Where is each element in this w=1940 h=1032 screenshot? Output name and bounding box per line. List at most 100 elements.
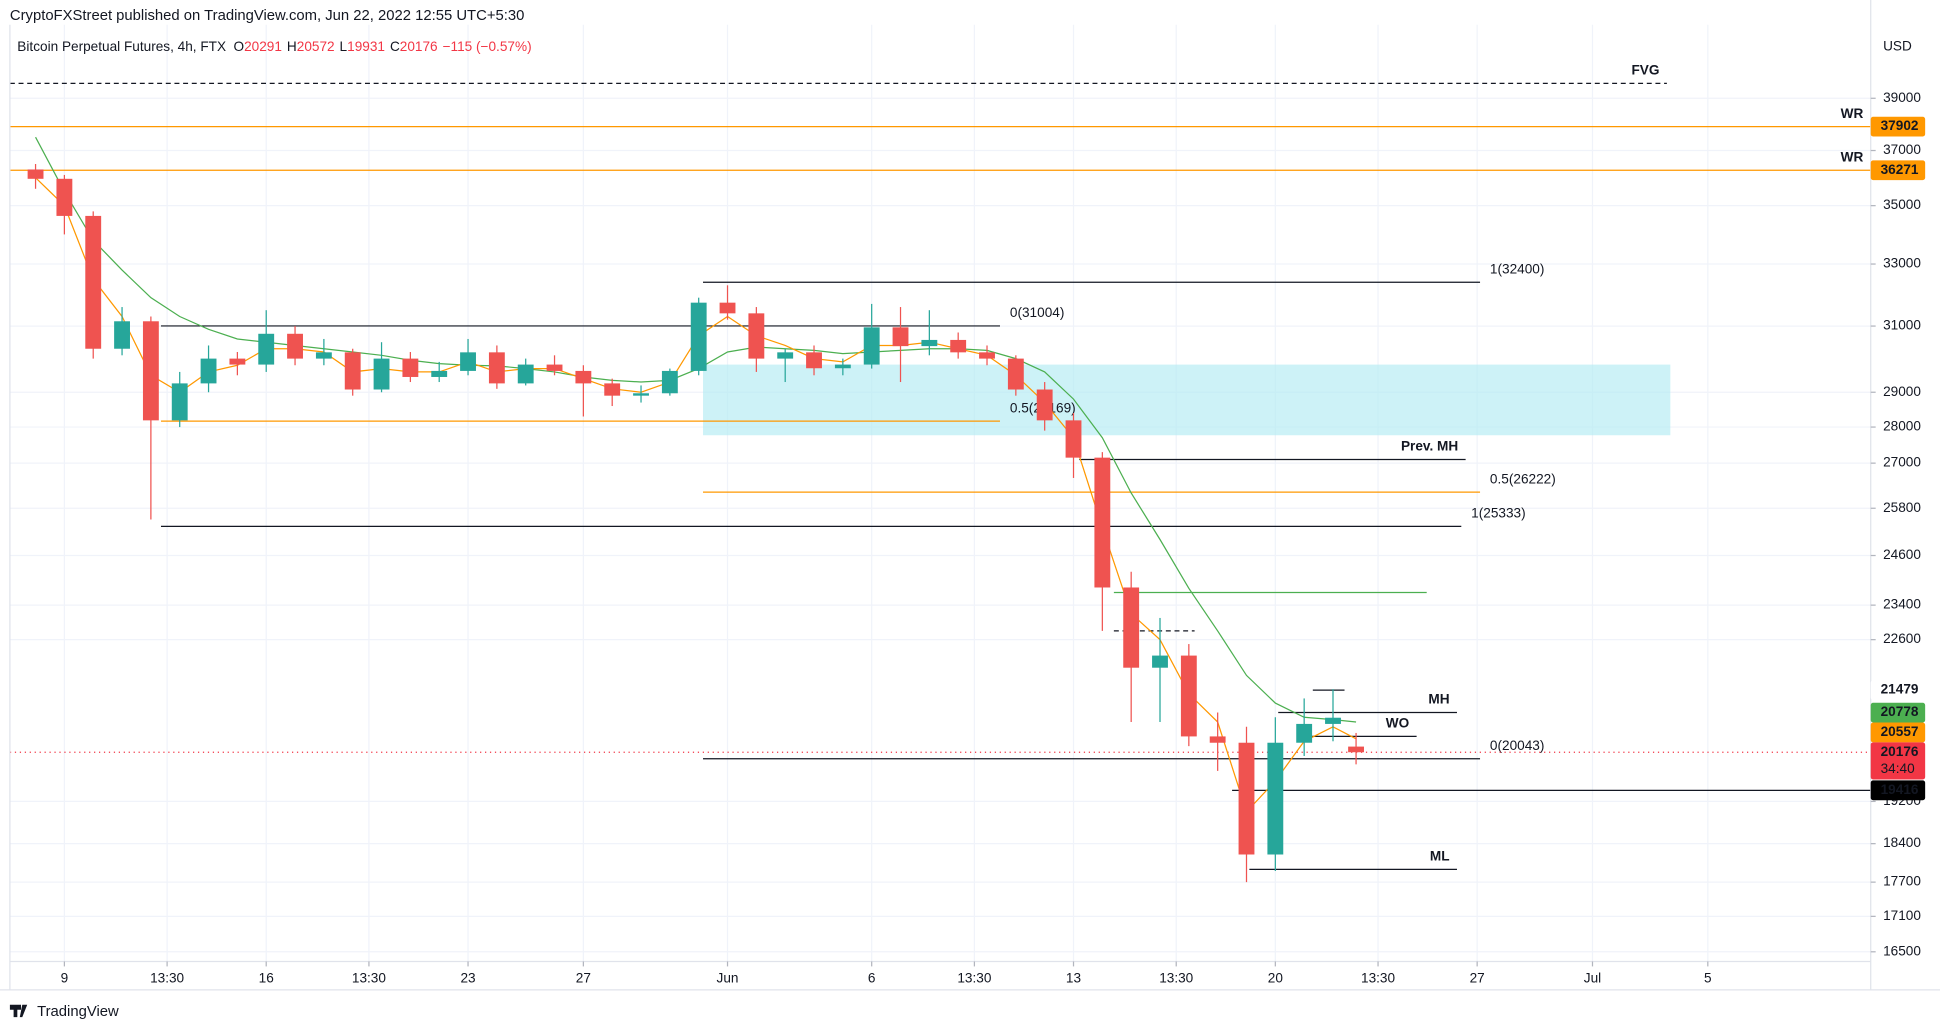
price-tag [1870,722,1926,743]
symbol-row: Bitcoin Perpetual Futures, 4h, FTX O20291… [17,39,531,54]
candle-body [517,364,534,384]
publisher: CryptoFXStreet published on TradingView.… [10,8,524,24]
level-label: 1(32400) [1490,261,1544,276]
x-tick-label: 13:30 [1159,970,1193,985]
candle-body [114,321,130,349]
candle-body [315,352,332,359]
x-tick-label: 27 [576,970,591,985]
candle-body [142,321,159,421]
candle-body [344,352,361,390]
level-label: WR [1841,106,1864,121]
candle-body [748,313,765,359]
price-tag [1870,116,1926,137]
candle-body [863,327,880,365]
candle-body [777,352,794,359]
candle-body [719,302,736,314]
candle-body [1152,655,1168,668]
y-tick-label: 27000 [1883,455,1921,470]
symbol: Bitcoin Perpetual Futures, 4h, FTX [17,39,226,54]
candle-body [1007,358,1024,390]
candle-body [921,339,938,347]
level-label: 0(20043) [1490,738,1544,753]
y-tick-label: 33000 [1883,256,1921,271]
x-tick-label: 23 [460,970,475,985]
level-label: ML [1430,849,1450,864]
level-label: 0.5(26222) [1490,471,1556,486]
level-label: 0(31004) [1010,305,1064,320]
candle-body [1036,389,1053,421]
currency: USD [1883,39,1912,54]
y-tick-label: 28000 [1883,419,1921,434]
y-tick-label: 23400 [1883,597,1921,612]
price-tag [1870,702,1926,723]
y-tick-label: 25800 [1883,500,1921,515]
candle-body [460,352,476,371]
x-tick-label: 6 [868,970,876,985]
candle-body [56,178,73,216]
candle-body [1267,742,1284,855]
y-tick-label: 16500 [1883,943,1921,958]
level-label: 1(25333) [1471,506,1525,521]
candle-body [1296,723,1313,743]
candle-body [287,333,303,359]
price-tag-label: 36271 [1881,162,1919,177]
legend-key: C [390,39,400,54]
price-tag-label: 20176 [1881,744,1919,759]
x-tick-label: Jun [717,970,739,985]
candle-body [1180,655,1197,737]
candle-body [1123,587,1140,668]
candle-body [85,215,102,349]
candle-body [892,327,909,347]
price-tag [1870,742,1926,780]
candle-body [661,370,678,394]
legend-key: H [287,39,297,54]
candle-body [633,393,649,396]
level-label: Prev. MH [1401,439,1458,454]
candle-body [27,169,44,179]
candle-body [979,352,995,359]
legend-value: 20291 [244,39,282,54]
legend-value: 20572 [297,39,335,54]
level-label: FVG [1631,63,1659,78]
candle-body [258,333,275,365]
candle-body [402,358,419,377]
legend-change: −115 (−0.57%) [443,39,532,54]
x-tick-label: 13:30 [150,970,184,985]
y-tick-label: 37000 [1883,142,1921,157]
logo-icon [9,1004,28,1018]
candle-body [1065,420,1082,458]
price-tag-label: 20557 [1881,724,1919,739]
candle-body [806,352,822,369]
legend-value: 19931 [347,39,385,54]
x-tick-label: 13:30 [1361,970,1395,985]
candle-body [1238,742,1255,855]
legend-key: O [234,39,245,54]
candle-body [950,339,967,353]
logo [9,1004,28,1018]
x-tick-label: 13:30 [352,970,386,985]
candle-body [431,370,448,377]
y-tick-label: 39000 [1883,90,1921,105]
price-tag-label: 37902 [1881,118,1919,133]
y-tick-label: 35000 [1883,197,1921,212]
price-tag-label: 21479 [1881,682,1919,697]
price-countdown: 34:40 [1881,761,1915,776]
x-tick-label: 27 [1470,970,1485,985]
footer-brand: TradingView [37,1004,119,1020]
y-tick-label: 17700 [1883,874,1921,889]
candle-body [200,358,217,384]
candle-body [373,358,390,390]
candle-body [1325,717,1341,724]
price-tag-label: 19416 [1881,782,1919,797]
candle-body [575,370,592,384]
candle-body [690,302,707,371]
price-tag [1870,680,1926,701]
price-tag [1870,160,1926,181]
y-tick-label: 17100 [1883,908,1921,923]
price-tag [1870,780,1926,801]
legend-value: 20176 [400,39,438,54]
